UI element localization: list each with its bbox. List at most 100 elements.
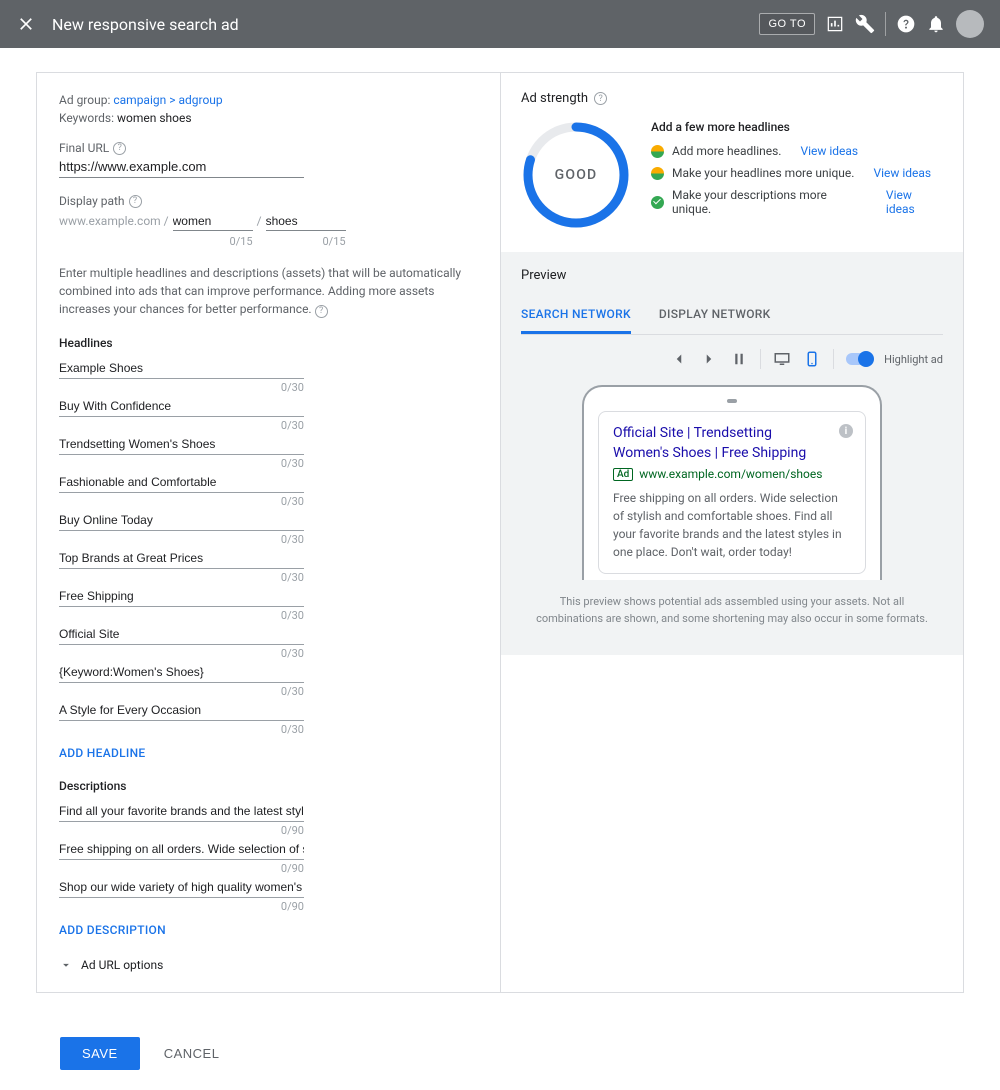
ad-headline: Official Site | Trendsetting Women's Sho… [613,424,851,463]
mobile-icon[interactable] [803,350,821,368]
headline-input[interactable] [59,472,304,493]
description-counter: 0/90 [59,824,304,837]
header-tools: GO TO [759,10,984,38]
next-icon[interactable] [700,350,718,368]
preview-title: Preview [521,268,943,283]
highlight-toggle[interactable] [846,353,872,365]
prev-icon[interactable] [670,350,688,368]
headline-input[interactable] [59,662,304,683]
headline-counter: 0/30 [59,571,304,584]
divider [760,349,761,369]
rec-row: Make your headlines more unique. View id… [651,166,943,180]
headline-field: 0/30 [59,472,478,508]
keywords-row: Keywords: women shoes [59,111,478,125]
headline-counter: 0/30 [59,381,304,394]
strength-gauge: GOOD [521,120,631,230]
keywords-label: Keywords: [59,111,114,125]
add-description-button[interactable]: ADD DESCRIPTION [59,923,166,937]
tab-display-network[interactable]: DISPLAY NETWORK [659,297,771,334]
headline-counter: 0/30 [59,533,304,546]
help-icon[interactable]: ? [113,142,126,155]
headline-field: 0/30 [59,396,478,432]
recs-title: Add a few more headlines [651,120,943,134]
display-path-base: www.example.com / [59,214,169,228]
headline-counter: 0/30 [59,419,304,432]
desktop-icon[interactable] [773,350,791,368]
headlines-title: Headlines [59,336,478,350]
page-title: New responsive search ad [52,15,759,34]
recommendations: Add a few more headlines Add more headli… [651,120,943,230]
view-ideas-link[interactable]: View ideas [800,144,858,158]
goto-button[interactable]: GO TO [759,13,815,35]
headline-input[interactable] [59,586,304,607]
description-input[interactable] [59,801,304,822]
ad-strength-title: Ad strength ? [521,91,943,106]
headlines-list: 0/300/300/300/300/300/300/300/300/300/30 [59,358,478,736]
help-icon[interactable]: ? [315,305,328,318]
headline-field: 0/30 [59,662,478,698]
intro-text: Enter multiple headlines and description… [59,264,478,318]
description-counter: 0/90 [59,862,304,875]
tab-search-network[interactable]: SEARCH NETWORK [521,297,631,334]
phone-notch [727,399,737,403]
status-partial-icon [651,145,664,158]
path2-input[interactable] [266,212,346,231]
description-input[interactable] [59,839,304,860]
divider [833,349,834,369]
headline-input[interactable] [59,510,304,531]
path2-counter: 0/15 [266,235,346,248]
view-ideas-link[interactable]: View ideas [886,188,943,216]
description-input[interactable] [59,877,304,898]
final-url-input[interactable] [59,155,304,178]
help-icon[interactable]: ? [129,195,142,208]
tools-icon[interactable] [855,14,875,34]
path1-input[interactable] [173,212,253,231]
ad-group-link[interactable]: campaign > adgroup [113,93,222,107]
header-divider [885,12,886,36]
preview-note: This preview shows potential ads assembl… [521,594,943,627]
close-icon[interactable] [16,14,36,34]
add-headline-button[interactable]: ADD HEADLINE [59,746,145,760]
ad-group-label: Ad group: [59,93,110,107]
highlight-label: Highlight ad [884,353,943,366]
headline-input[interactable] [59,358,304,379]
descriptions-list: 0/90 0/90 0/90 [59,801,478,913]
headline-counter: 0/30 [59,495,304,508]
headline-input[interactable] [59,700,304,721]
ad-strength-block: Ad strength ? GOOD Add a few more headli… [501,73,963,252]
descriptions-title: Descriptions [59,779,478,793]
headline-field: 0/30 [59,548,478,584]
rec-row: Add more headlines. View ideas [651,144,943,158]
url-options-toggle[interactable]: Ad URL options [59,958,478,972]
headline-counter: 0/30 [59,457,304,470]
description-field: 0/90 [59,839,478,875]
reports-icon[interactable] [825,14,845,34]
avatar[interactable] [956,10,984,38]
headline-field: 0/30 [59,700,478,736]
ad-badge: Ad [613,468,633,481]
help-icon[interactable]: ? [594,92,607,105]
view-ideas-link[interactable]: View ideas [873,166,931,180]
headline-counter: 0/30 [59,723,304,736]
help-icon[interactable] [896,14,916,34]
headline-field: 0/30 [59,358,478,394]
headline-input[interactable] [59,548,304,569]
pause-icon[interactable] [730,350,748,368]
headline-input[interactable] [59,624,304,645]
cancel-button[interactable]: CANCEL [164,1046,220,1061]
chevron-down-icon [59,958,73,972]
keywords-value: women shoes [117,111,192,125]
notifications-icon[interactable] [926,14,946,34]
save-button[interactable]: SAVE [60,1037,140,1070]
main-container: Ad group: campaign > adgroup Keywords: w… [0,48,1000,1017]
headline-counter: 0/30 [59,685,304,698]
ad-info-icon[interactable]: i [839,424,853,438]
headline-field: 0/30 [59,510,478,546]
headline-input[interactable] [59,396,304,417]
path1-counter: 0/15 [173,235,253,248]
gauge-label: GOOD [521,120,631,230]
description-field: 0/90 [59,877,478,913]
headline-input[interactable] [59,434,304,455]
headline-field: 0/30 [59,434,478,470]
phone-preview: i Official Site | Trendsetting Women's S… [582,385,882,580]
